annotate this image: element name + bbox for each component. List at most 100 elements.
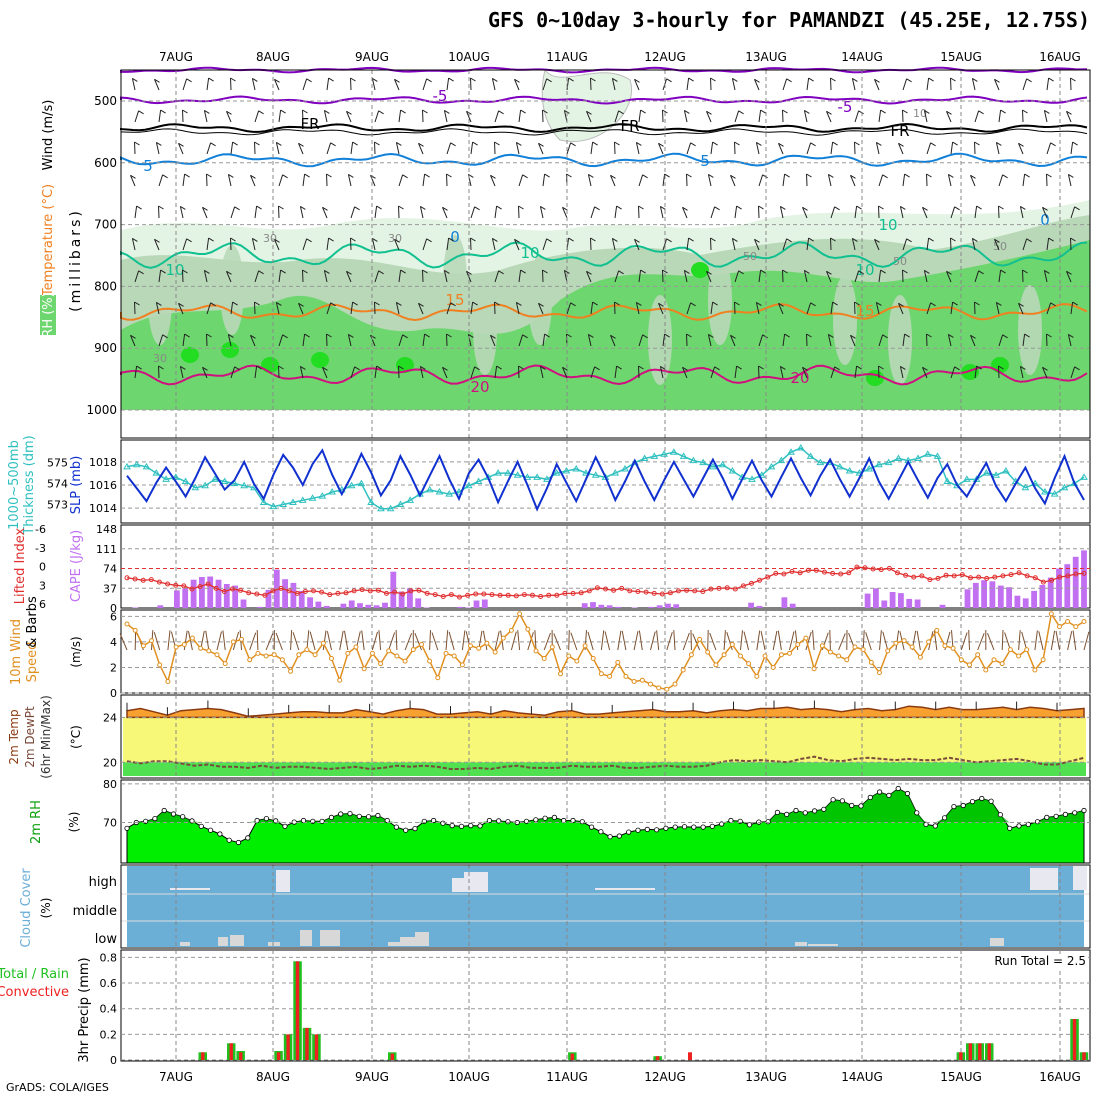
wind-barb-flag: [378, 110, 384, 115]
li-point: [181, 583, 187, 589]
cloud-high-gap: [464, 872, 488, 892]
li-point: [530, 592, 535, 598]
wind-barb: [758, 334, 764, 347]
thickness-point: [211, 475, 219, 482]
wind-barb: [158, 110, 162, 123]
li-point: [919, 573, 925, 579]
wind-speed-point: [680, 667, 686, 673]
wind-barb-10m: [707, 629, 709, 651]
wind-barb-flag: [664, 333, 670, 338]
rh2m-point: [1062, 811, 1069, 818]
rh2m-point: [821, 806, 827, 812]
precip-unit-label: 3hr Precip (mm): [77, 957, 92, 1062]
wind-barb: [710, 206, 716, 219]
wind-barb: [707, 334, 712, 347]
wind-barb: [278, 365, 280, 379]
wind-barb: [590, 302, 594, 315]
wind-barb-flag: [874, 238, 880, 243]
wind-barb-flag: [498, 270, 504, 275]
thickness-point: [1080, 473, 1088, 480]
wind-barb: [514, 79, 520, 91]
wind-barb-10m: [378, 630, 382, 651]
wind-barb-10m: [461, 630, 466, 651]
wind-barb-flag: [302, 109, 308, 114]
wind-barb-flag: [802, 206, 808, 211]
wind-speed-point: [361, 666, 367, 672]
thickness-point: [406, 496, 415, 503]
wind-barb: [206, 78, 210, 91]
wind-barb-flag: [418, 302, 424, 307]
wind-barb-flag: [540, 205, 546, 210]
wind-barb: [874, 239, 880, 251]
cloud-unit-label: (%): [39, 898, 53, 919]
slp-ylabels: 1000~500mb Thickness (dm): [7, 435, 37, 535]
thickness-point: [699, 458, 708, 466]
wind-barb: [179, 366, 184, 379]
li-point: [229, 586, 235, 592]
wind-barb-flag: [154, 78, 160, 83]
wind-barb-flag: [564, 109, 570, 114]
wind-speed-point: [885, 648, 891, 654]
wind-barb: [902, 269, 904, 283]
wind-barb-flag: [474, 366, 480, 371]
wind-barb: [374, 270, 380, 283]
wind-barb-flag: [306, 78, 312, 83]
wind-barb: [998, 365, 1000, 379]
li-point: [1065, 573, 1071, 579]
wind-speed-point: [239, 636, 244, 642]
li-point: [294, 590, 300, 596]
rh2m-point: [700, 824, 706, 830]
wind-speed-point: [819, 643, 825, 649]
wind-barb-flag: [930, 302, 936, 307]
wind-barb: [1070, 237, 1072, 251]
wind-barb: [494, 206, 498, 219]
wind-barb: [394, 239, 400, 251]
wind-barb-flag: [588, 173, 594, 178]
date-label-bottom: 8AUG: [256, 1070, 290, 1084]
thickness-point: [621, 464, 629, 472]
wind-barb-10m: [527, 632, 534, 651]
wind-ylabel: 10m Wind Speed& Barbs: [9, 596, 40, 685]
wind-barb-flag: [854, 141, 860, 146]
ylabel-millibars: (millibars): [68, 208, 84, 312]
li-tick-label: -6: [35, 523, 46, 536]
thickness-point: [650, 452, 659, 459]
cape-bar: [1006, 587, 1012, 608]
wind-barb-flag: [180, 205, 186, 210]
wind-barb-flag: [162, 174, 168, 179]
wind-barb: [682, 207, 688, 219]
wind-barb-flag: [1074, 366, 1080, 371]
precip-conv-bar: [1072, 1019, 1077, 1060]
wind-barb-flag: [328, 77, 334, 82]
rh2m-point: [681, 824, 688, 830]
wind-speed-point: [459, 662, 465, 668]
dewpoint-label: 2m DewPt: [23, 706, 37, 768]
wind-barb: [395, 302, 400, 315]
thickness-point: [875, 460, 883, 468]
rh2m-point: [867, 794, 873, 801]
li-point: [156, 579, 162, 585]
wind-barb: [254, 301, 256, 315]
wind-barb-flag: [138, 110, 144, 115]
wind-barb: [422, 334, 426, 347]
wind-barb-10m: [414, 633, 422, 651]
wind-barb-10m: [726, 632, 733, 651]
cape-bar: [365, 604, 372, 608]
wind-barb: [970, 335, 976, 347]
li-point: [813, 567, 819, 573]
wind-barb: [686, 302, 692, 315]
rh-core: [691, 262, 709, 278]
wind-barb-flag: [688, 77, 694, 82]
wind-barb: [542, 334, 546, 347]
wind-barb: [398, 334, 404, 347]
cloud-ylabel: Cloud Cover: [19, 868, 34, 948]
wind-barb-flag: [706, 270, 712, 275]
wind-speed-point: [778, 652, 784, 658]
wind-barb: [278, 174, 284, 187]
precip-tick-label: 0: [110, 1054, 117, 1067]
li-label: Lifted Index: [13, 527, 28, 604]
wind-barb: [1070, 142, 1074, 155]
rh-core: [181, 347, 199, 363]
rh2m-ylabel: 2m RH: [29, 800, 44, 844]
wind-speed-point: [1007, 647, 1013, 653]
